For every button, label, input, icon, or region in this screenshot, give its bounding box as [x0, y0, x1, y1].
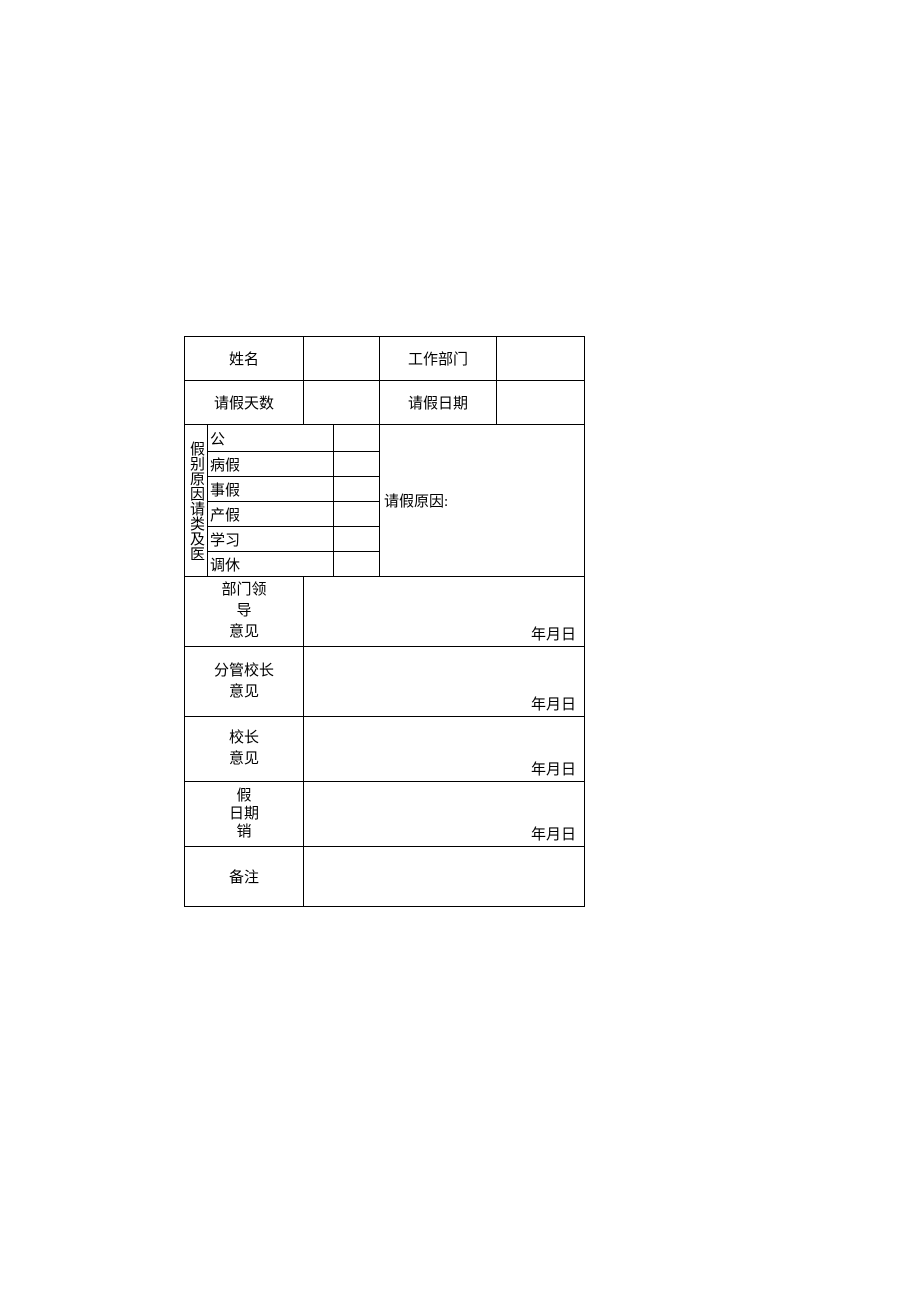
value-vice-principal-opinion: 年月日	[304, 647, 585, 717]
row-dept-leader: 部门领 导 意见 年月日	[185, 577, 585, 647]
value-dept-leader-opinion: 年月日	[304, 577, 585, 647]
row-vice-principal: 分管校长 意见 年月日	[185, 647, 585, 717]
value-leave-days	[304, 381, 380, 425]
label-leave-date: 请假日期	[380, 381, 497, 425]
leave-type-comp-check	[334, 552, 380, 577]
leave-type-comp: 调休	[208, 552, 334, 577]
leave-type-personal-check	[334, 477, 380, 502]
row-cancel-day: 假 日期 销 年月日	[185, 782, 585, 847]
date-suffix-4: 年月日	[531, 823, 576, 844]
label-leave-days: 请假天数	[185, 381, 304, 425]
label-leave-reason: 请假原因:	[384, 494, 448, 510]
leave-type-public: 公	[208, 425, 334, 452]
label-leave-type-reason: 假别原因请类及医	[185, 425, 208, 577]
leave-type-maternity: 产假	[208, 502, 334, 527]
row-name: 姓名 工作部门	[185, 337, 585, 381]
date-suffix-2: 年月日	[531, 693, 576, 714]
label-name: 姓名	[185, 337, 304, 381]
row-remarks: 备注	[185, 847, 585, 907]
leave-type-public-check	[334, 425, 380, 452]
leave-type-sick-check	[334, 452, 380, 477]
label-cancel-day: 假 日期 销	[185, 782, 304, 847]
value-cancel-day: 年月日	[304, 782, 585, 847]
value-principal-opinion: 年月日	[304, 717, 585, 782]
value-department	[497, 337, 585, 381]
row-leave-type-1: 假别原因请类及医 公 请假原因:	[185, 425, 585, 452]
value-leave-date	[497, 381, 585, 425]
leave-reason-area: 请假原因:	[380, 425, 585, 577]
label-remarks: 备注	[185, 847, 304, 907]
row-leave-days: 请假天数 请假日期	[185, 381, 585, 425]
label-department: 工作部门	[380, 337, 497, 381]
leave-type-study-check	[334, 527, 380, 552]
leave-request-form: 姓名 工作部门 请假天数 请假日期 假别原因请类及医 公 请假原因: 病假 事假…	[184, 336, 585, 907]
label-vice-principal-opinion: 分管校长 意见	[185, 647, 304, 717]
date-suffix-1: 年月日	[531, 623, 576, 644]
leave-type-study: 学习	[208, 527, 334, 552]
value-name	[304, 337, 380, 381]
leave-type-personal: 事假	[208, 477, 334, 502]
label-principal-opinion: 校长 意见	[185, 717, 304, 782]
value-remarks	[304, 847, 585, 907]
leave-type-sick: 病假	[208, 452, 334, 477]
date-suffix-3: 年月日	[531, 758, 576, 779]
row-principal: 校长 意见 年月日	[185, 717, 585, 782]
label-dept-leader-opinion: 部门领 导 意见	[185, 577, 304, 647]
leave-type-maternity-check	[334, 502, 380, 527]
